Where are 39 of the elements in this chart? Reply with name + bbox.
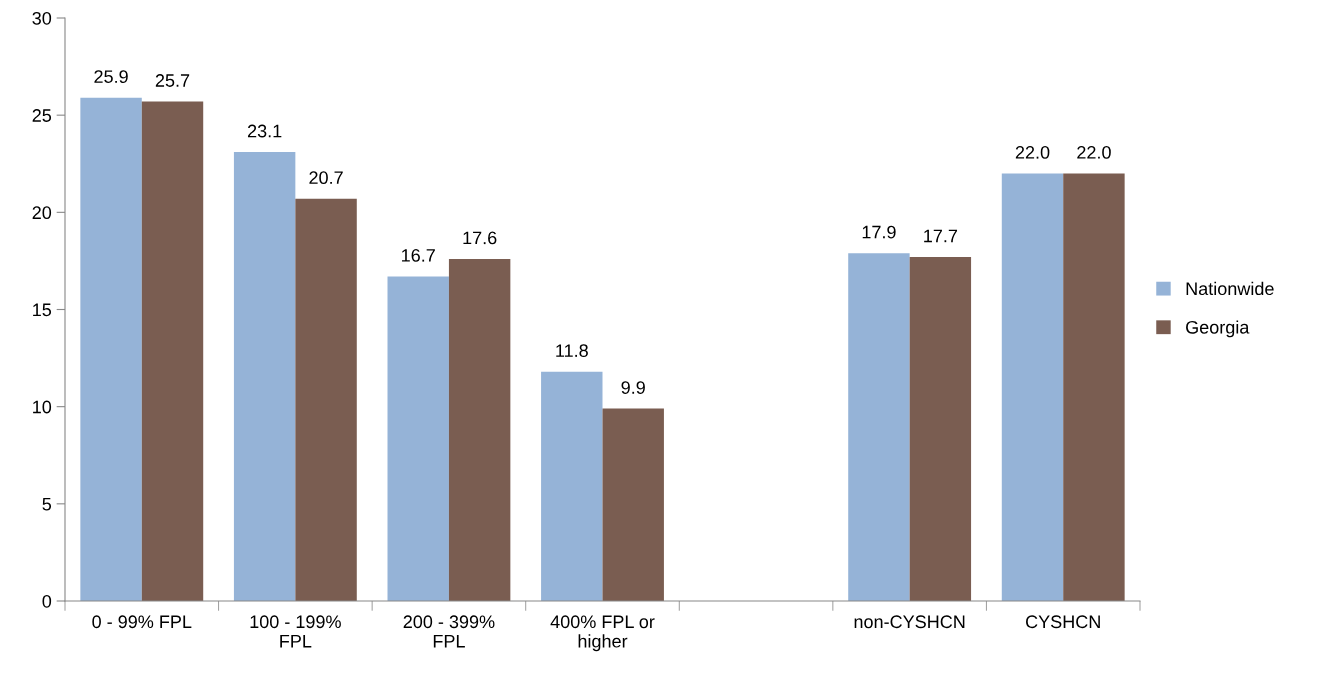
data-label: 22.0: [1077, 146, 1111, 159]
data-label: 17.7: [924, 229, 958, 243]
bar: [602, 408, 664, 601]
legend-label: Nationwide: [1186, 281, 1274, 296]
y-tick-label: 20: [32, 206, 52, 220]
x-tick-label: 400% FPL or higher: [550, 615, 655, 652]
x-tick-label: 0 - 99% FPL: [92, 615, 192, 629]
y-tick-label: 10: [33, 400, 52, 414]
x-tick-label: non-CYSHCN: [854, 615, 965, 629]
data-label: 11.8: [556, 344, 588, 358]
data-label: 25.7: [155, 74, 190, 87]
y-tick-label: 0: [42, 594, 52, 608]
data-label: 16.7: [402, 249, 435, 262]
data-label: 20.7: [309, 171, 343, 185]
x-tick-label: CYSHCN: [1026, 615, 1100, 629]
bar: [1063, 173, 1125, 601]
data-label: 22.0: [1015, 146, 1050, 159]
bar: [1001, 173, 1064, 601]
x-tick-label: 200 - 399% FPL: [403, 615, 495, 648]
bar: [848, 253, 910, 601]
data-label: 23.1: [247, 124, 282, 138]
bar: [909, 257, 972, 601]
bar: [448, 258, 511, 601]
bar: [233, 152, 296, 601]
y-tick-label: 25: [32, 109, 52, 122]
bar: [387, 276, 449, 601]
bar: [295, 198, 357, 601]
y-tick-label: 30: [32, 11, 52, 25]
y-tick-label: 5: [42, 497, 52, 511]
data-label: 9.9: [621, 381, 645, 394]
data-label: 17.6: [463, 231, 497, 245]
bar: [541, 371, 603, 601]
data-label: 17.9: [862, 225, 896, 239]
bar: [80, 97, 142, 601]
legend-label: Georgia: [1186, 320, 1250, 338]
x-tick-label: 100 - 199% FPL: [250, 615, 341, 648]
bar: [141, 101, 204, 601]
y-tick-label: 15: [33, 303, 52, 317]
data-label: 25.9: [94, 70, 128, 83]
